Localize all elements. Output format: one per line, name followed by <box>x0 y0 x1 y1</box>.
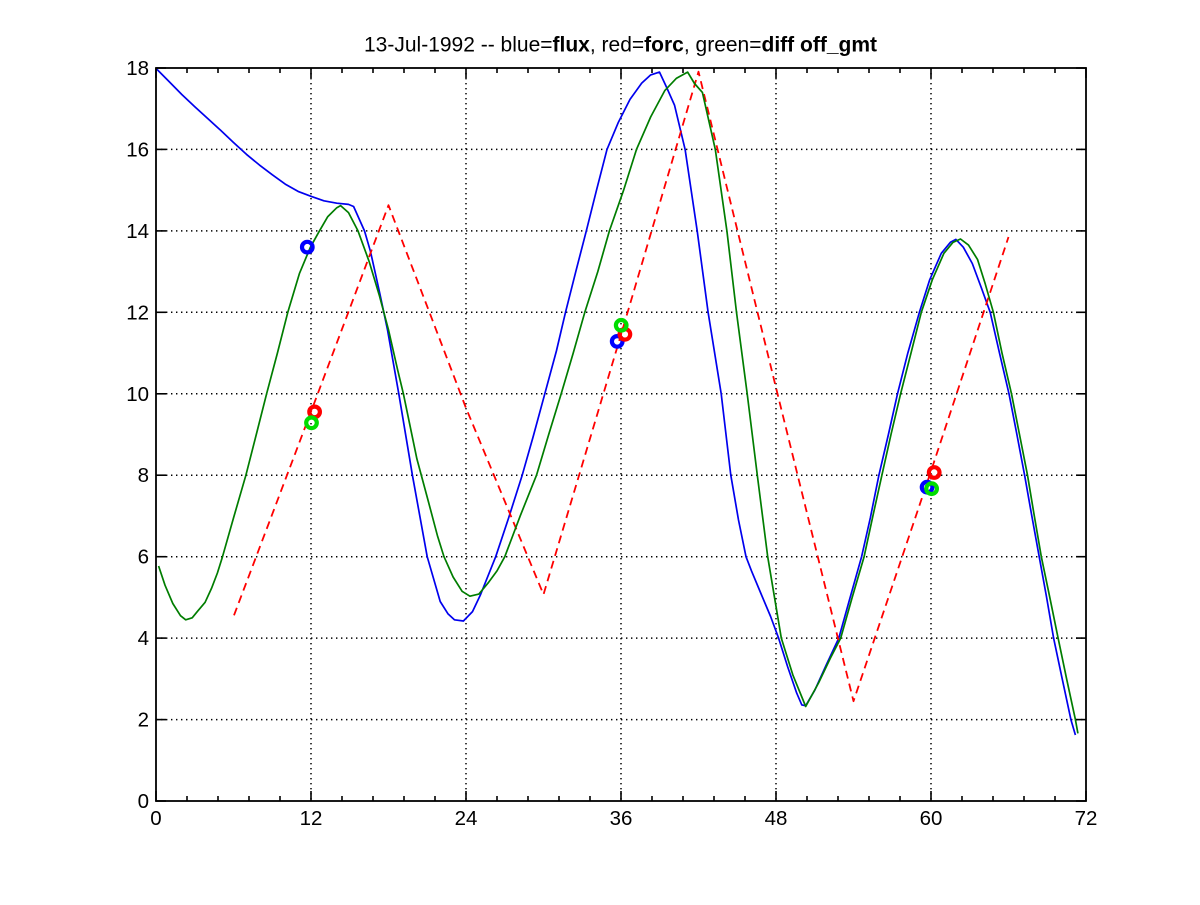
svg-text:6: 6 <box>138 546 149 569</box>
svg-text:12: 12 <box>126 301 149 324</box>
svg-text:10: 10 <box>126 383 149 406</box>
svg-text:2: 2 <box>138 709 149 732</box>
svg-text:14: 14 <box>126 220 149 243</box>
svg-text:12: 12 <box>300 807 323 830</box>
svg-text:0: 0 <box>138 790 149 813</box>
svg-text:60: 60 <box>920 807 943 830</box>
svg-text:16: 16 <box>126 138 149 161</box>
svg-text:0: 0 <box>150 807 161 830</box>
svg-text:8: 8 <box>138 464 149 487</box>
svg-text:36: 36 <box>610 807 633 830</box>
svg-text:18: 18 <box>126 57 149 80</box>
svg-text:24: 24 <box>455 807 478 830</box>
svg-text:13-Jul-1992 -- blue=flux, red=: 13-Jul-1992 -- blue=flux, red=forc, gree… <box>364 34 877 57</box>
svg-text:4: 4 <box>138 627 149 650</box>
svg-text:72: 72 <box>1075 807 1098 830</box>
svg-text:48: 48 <box>765 807 788 830</box>
